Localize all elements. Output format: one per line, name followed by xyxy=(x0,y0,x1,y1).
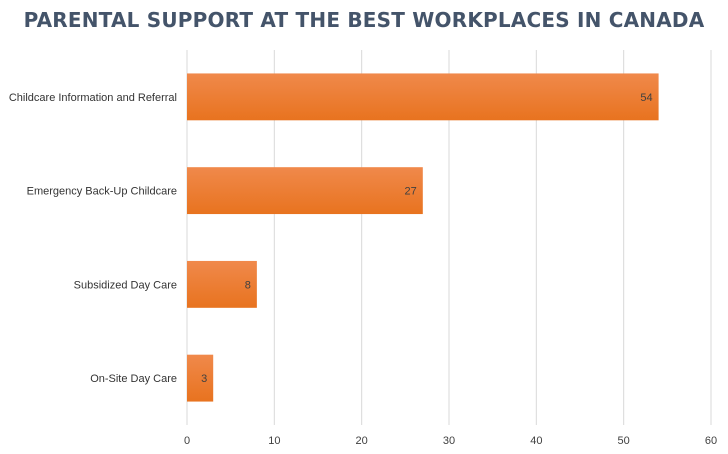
data-label: 8 xyxy=(245,279,251,291)
x-tick-label: 40 xyxy=(530,435,542,447)
data-label: 54 xyxy=(640,92,652,104)
data-label: 3 xyxy=(201,373,207,385)
bar xyxy=(187,167,423,215)
x-tick-label: 10 xyxy=(268,435,280,447)
category-label: Childcare Information and Referral xyxy=(9,92,177,104)
data-label: 27 xyxy=(405,186,417,198)
chart-title: PARENTAL SUPPORT AT THE BEST WORKPLACES … xyxy=(23,8,705,32)
category-label: Emergency Back-Up Childcare xyxy=(27,186,177,198)
x-tick-label: 60 xyxy=(705,435,717,447)
bar xyxy=(187,260,257,308)
category-label: Subsidized Day Care xyxy=(74,279,177,291)
x-tick-label: 50 xyxy=(618,435,630,447)
bar xyxy=(187,354,214,402)
category-label: On-Site Day Care xyxy=(90,373,177,385)
x-tick-label: 20 xyxy=(356,435,368,447)
bar xyxy=(187,73,659,121)
x-tick-label: 0 xyxy=(184,435,190,447)
x-tick-label: 30 xyxy=(443,435,455,447)
